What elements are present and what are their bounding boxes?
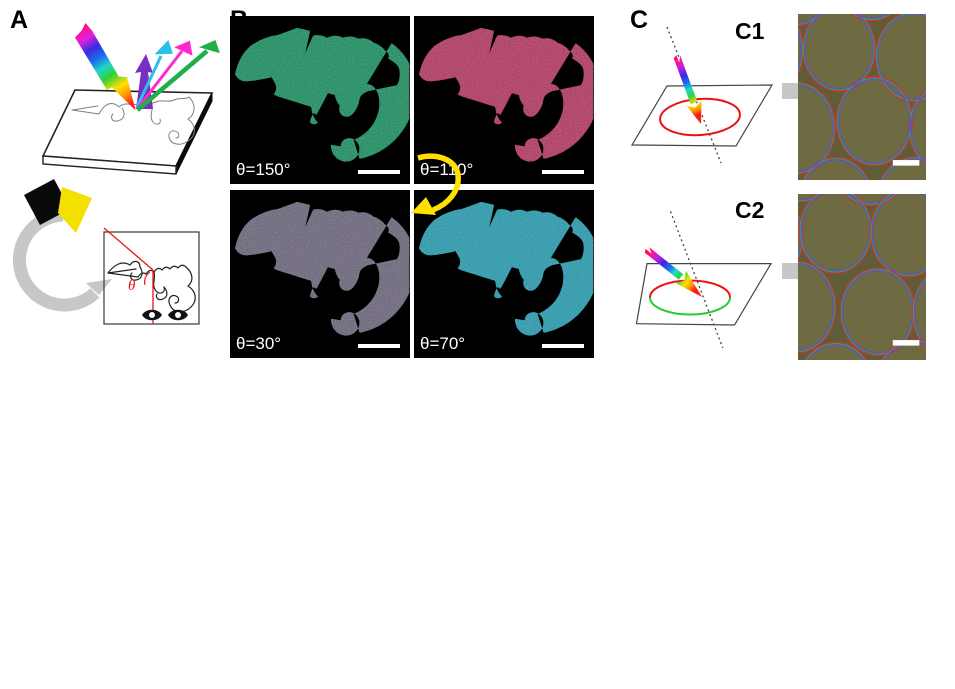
- svg-text:θ: θ: [128, 278, 136, 294]
